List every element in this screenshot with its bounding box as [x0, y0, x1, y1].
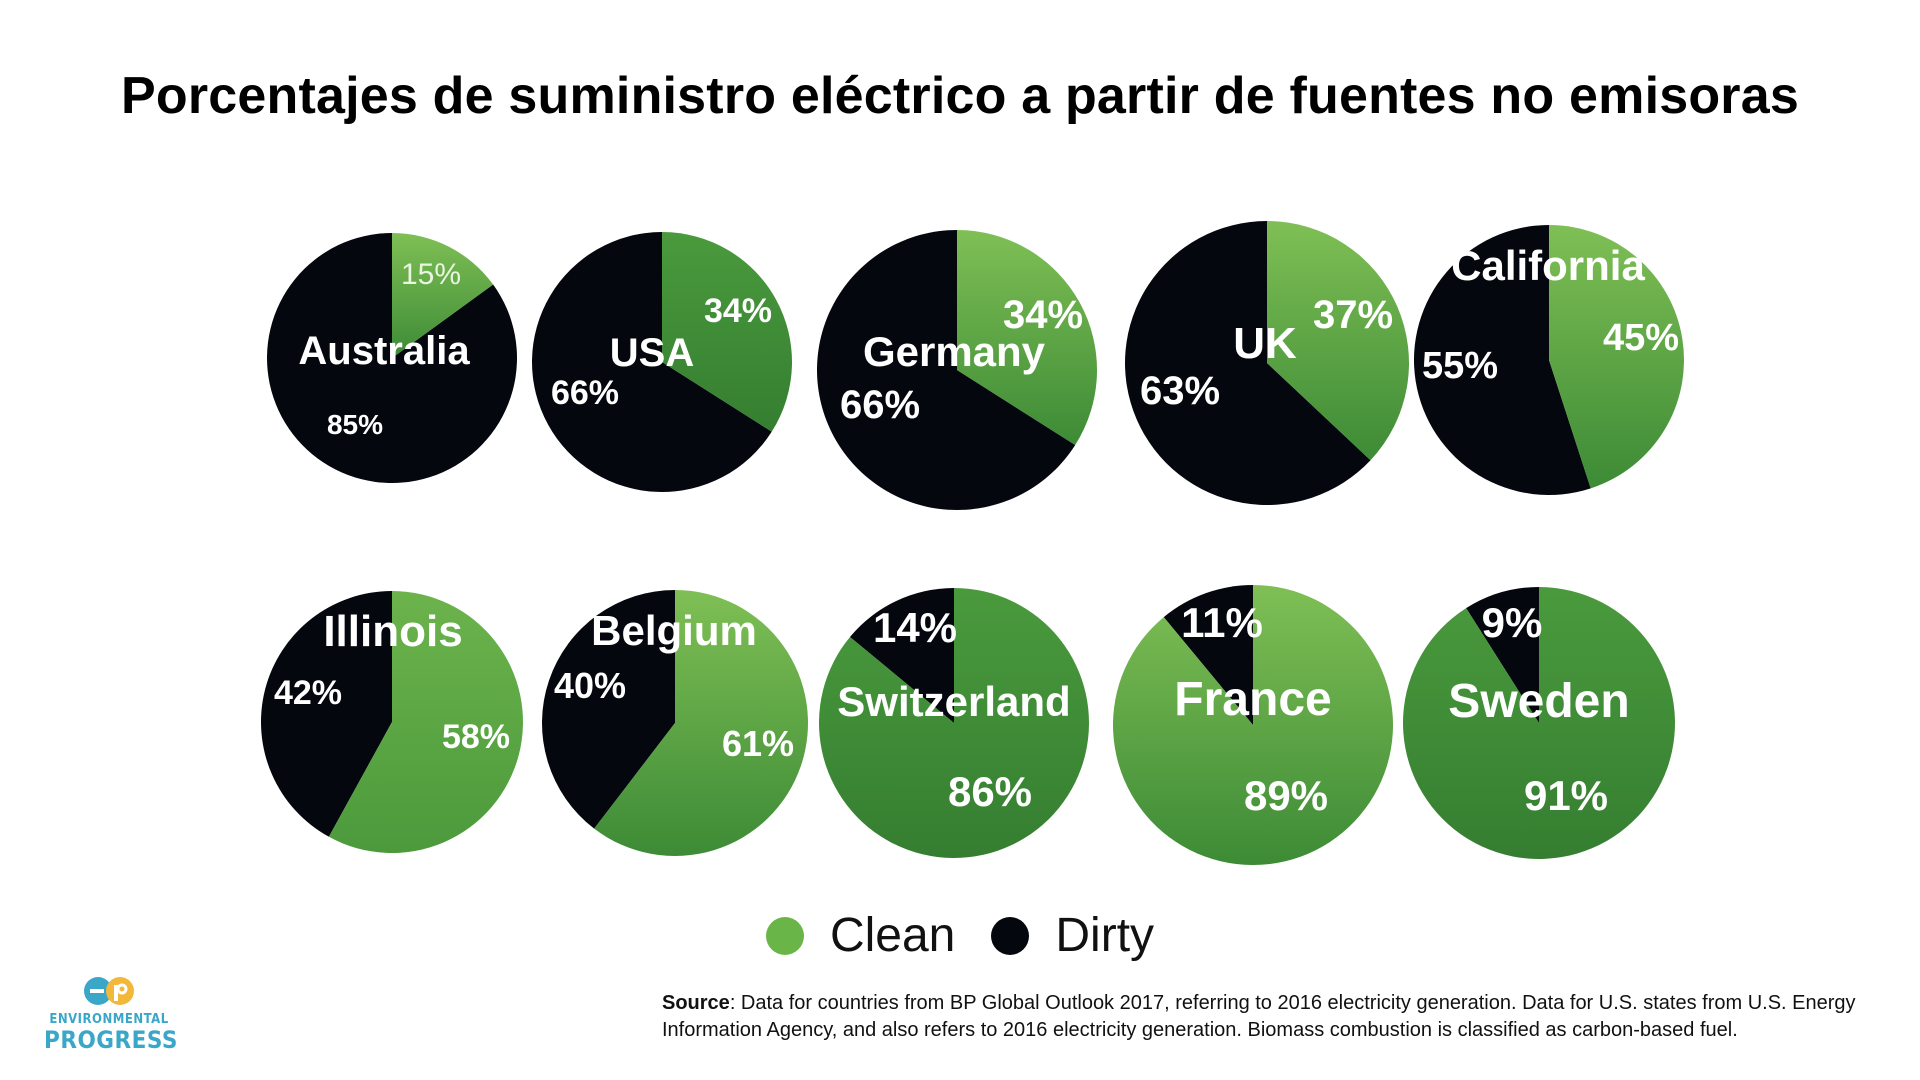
pie-label-australia: Australia: [298, 329, 470, 373]
data-label-clean: 34%: [1003, 293, 1083, 337]
pie-slice-dirty: [849, 588, 954, 723]
legend-swatch-dirty: [991, 916, 1030, 955]
data-label-clean: 58%: [442, 718, 510, 756]
pie-slice-clean: [1403, 587, 1676, 859]
data-label-clean: 15%: [401, 258, 461, 291]
pie-label-germany: Germany: [863, 328, 1046, 375]
chart-title: Porcentajes de suministro eléctrico a pa…: [121, 67, 1799, 125]
pie-belgium: Belgium 61% 40%: [541, 590, 808, 857]
source-label: Source: [662, 992, 730, 1014]
data-label-clean: 37%: [1313, 293, 1393, 337]
logo-text-environmental: ENVIRONMENTAL: [49, 1012, 169, 1027]
environmental-progress-logo: ENVIRONMENTAL PROGRESS: [44, 976, 178, 1054]
data-label-dirty: 40%: [554, 665, 626, 706]
pie-slice-clean: [1267, 221, 1410, 461]
pie-slice-clean: [594, 590, 808, 857]
pie-sweden: Sweden 91% 9%: [1403, 587, 1676, 859]
pie-slice-clean: [1549, 225, 1684, 489]
data-label-dirty: 66%: [551, 374, 619, 412]
legend-label-dirty: Dirty: [1055, 909, 1155, 962]
data-label-dirty: 63%: [1140, 369, 1220, 413]
pie-slice-dirty: [817, 230, 1076, 510]
pie-slice-dirty: [260, 591, 392, 837]
pie-slice-clean: [1113, 585, 1394, 866]
pie-slice-dirty: [1466, 587, 1539, 723]
pie-label-switzerland: Switzerland: [837, 678, 1070, 725]
data-label-dirty: 85%: [327, 409, 383, 440]
pie-label-california: California: [1451, 242, 1645, 289]
pie-switzerland: Switzerland 86% 14%: [819, 588, 1090, 858]
data-label-clean: 89%: [1244, 772, 1328, 819]
data-label-dirty: 9%: [1482, 599, 1543, 646]
pie-california: California 45% 55%: [1413, 225, 1684, 495]
pie-uk: UK 37% 63%: [1125, 221, 1410, 505]
pie-illinois: Illinois 58% 42%: [260, 591, 523, 854]
pie-france: France 89% 11%: [1113, 585, 1394, 866]
data-label-dirty: 66%: [840, 383, 920, 427]
legend: Clean Dirty: [0, 908, 1920, 963]
data-label-dirty: 11%: [1181, 599, 1263, 646]
pie-slice-clean: [392, 232, 494, 358]
pie-slice-dirty: [1163, 585, 1253, 725]
pie-australia: Australia 15% 85%: [267, 232, 518, 483]
data-label-dirty: 14%: [873, 604, 957, 651]
legend-label-clean: Clean: [829, 909, 956, 962]
pie-label-illinois: Illinois: [323, 607, 462, 656]
data-label-clean: 34%: [704, 292, 772, 330]
data-label-dirty: 55%: [1422, 345, 1498, 387]
legend-item-clean: Clean: [765, 908, 956, 963]
pie-label-sweden: Sweden: [1448, 675, 1629, 728]
pie-slice-dirty: [1413, 225, 1591, 495]
pie-slice-dirty: [1125, 221, 1371, 505]
pie-slice-dirty: [541, 590, 675, 829]
pie-label-belgium: Belgium: [591, 607, 757, 654]
data-label-clean: 86%: [948, 768, 1032, 815]
pie-slice-clean: [957, 230, 1098, 446]
data-label-clean: 45%: [1603, 317, 1679, 359]
pie-slice-dirty: [531, 232, 772, 492]
pie-slice-dirty: [267, 233, 518, 483]
data-label-clean: 91%: [1524, 772, 1608, 819]
pie-label-usa: USA: [610, 331, 694, 375]
data-label-dirty: 42%: [274, 674, 342, 712]
logo-text-progress: PROGRESS: [44, 1026, 178, 1054]
data-label-clean: 61%: [722, 723, 794, 764]
pie-label-france: France: [1174, 673, 1331, 726]
ep-logo-icon: [84, 977, 134, 1005]
legend-swatch-clean: [765, 916, 804, 955]
legend-item-dirty: Dirty: [991, 908, 1154, 963]
source-text: : Data for countries from BP Global Outl…: [662, 992, 1856, 1041]
pie-slice-clean: [662, 232, 792, 432]
pie-usa: USA 34% 66%: [531, 232, 792, 492]
pie-label-uk: UK: [1233, 319, 1297, 368]
pie-slice-clean: [819, 588, 1090, 858]
source-note: Source: Data for countries from BP Globa…: [662, 990, 1902, 1044]
pie-slice-clean: [328, 591, 523, 854]
